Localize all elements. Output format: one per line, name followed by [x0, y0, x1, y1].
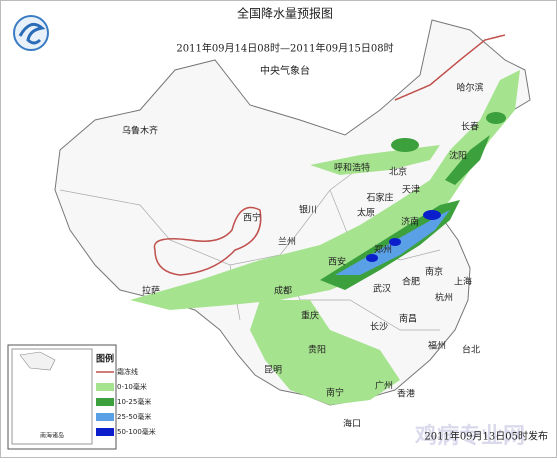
city-label: 长沙 — [370, 321, 388, 333]
city-label: 石家庄 — [366, 192, 393, 204]
city-label: 兰州 — [278, 236, 296, 248]
city-label: 郑州 — [374, 244, 392, 256]
city-label: 太原 — [357, 207, 375, 219]
rain-50-100 — [423, 210, 441, 220]
rain-10-25 — [391, 138, 419, 152]
city-label: 银川 — [299, 204, 317, 216]
legend-label: 霜冻线 — [117, 367, 138, 376]
city-label: 呼和浩特 — [334, 162, 370, 174]
legend-label: 10-25毫米 — [117, 397, 151, 406]
city-label: 西宁 — [243, 212, 261, 224]
legend-swatch — [96, 398, 114, 406]
city-label: 重庆 — [301, 310, 319, 322]
frost-line — [394, 34, 506, 101]
city-label: 合肥 — [402, 276, 420, 288]
city-label: 广州 — [375, 380, 393, 392]
legend-swatch — [96, 383, 114, 391]
rain-0-10 — [250, 300, 400, 405]
city-label: 乌鲁木齐 — [122, 125, 158, 137]
city-label: 南京 — [425, 266, 443, 278]
rain-10-25 — [486, 112, 506, 124]
rain-0-10 — [310, 145, 440, 175]
inset-land — [19, 351, 56, 371]
city-label: 哈尔滨 — [456, 82, 483, 94]
rain-50-100 — [389, 238, 401, 246]
footer: 2011年09月13日05时发布 — [424, 430, 548, 443]
watermark: 鸡病专业网 — [414, 423, 525, 449]
issuer: 中央气象台 — [260, 64, 310, 77]
city-label: 西安 — [328, 256, 346, 268]
legend-label: 25-50毫米 — [117, 412, 151, 421]
city-label: 福州 — [428, 340, 446, 352]
legend-label: 50-100毫米 — [117, 427, 156, 436]
city-label: 拉萨 — [142, 285, 160, 297]
legend-title: 图例 — [96, 353, 114, 365]
city-label: 武汉 — [373, 283, 391, 295]
logo-mark — [18, 22, 46, 45]
city-label: 济南 — [401, 216, 419, 228]
legend-label: 0-10毫米 — [117, 382, 147, 391]
frost-line — [153, 206, 262, 276]
legend-swatch — [96, 428, 114, 436]
legend-swatch — [96, 413, 114, 421]
rain-0-10 — [130, 70, 520, 310]
city-label: 天津 — [402, 185, 420, 196]
city-label: 台北 — [462, 344, 480, 356]
city-label: 杭州 — [435, 292, 453, 304]
rain-50-100 — [366, 254, 378, 262]
city-label: 成都 — [274, 285, 292, 297]
city-label: 海口 — [343, 418, 361, 430]
inset-label: 南海诸岛 — [40, 432, 64, 440]
city-label: 沈阳 — [449, 150, 467, 162]
city-label: 南宁 — [326, 387, 344, 399]
city-label: 长春 — [461, 121, 479, 133]
inset-box — [11, 348, 93, 445]
map-subtitle: 2011年09月14日08时—2011年09月15日08时 — [176, 42, 393, 55]
rain-10-25 — [445, 135, 490, 185]
map-title: 全国降水量预报图 — [237, 6, 333, 21]
city-label: 贵阳 — [308, 344, 326, 356]
city-label: 香港 — [397, 388, 415, 400]
city-label: 上海 — [454, 276, 472, 288]
city-label: 北京 — [389, 166, 407, 178]
city-label: 南昌 — [399, 313, 417, 325]
city-label: 昆明 — [264, 365, 282, 376]
